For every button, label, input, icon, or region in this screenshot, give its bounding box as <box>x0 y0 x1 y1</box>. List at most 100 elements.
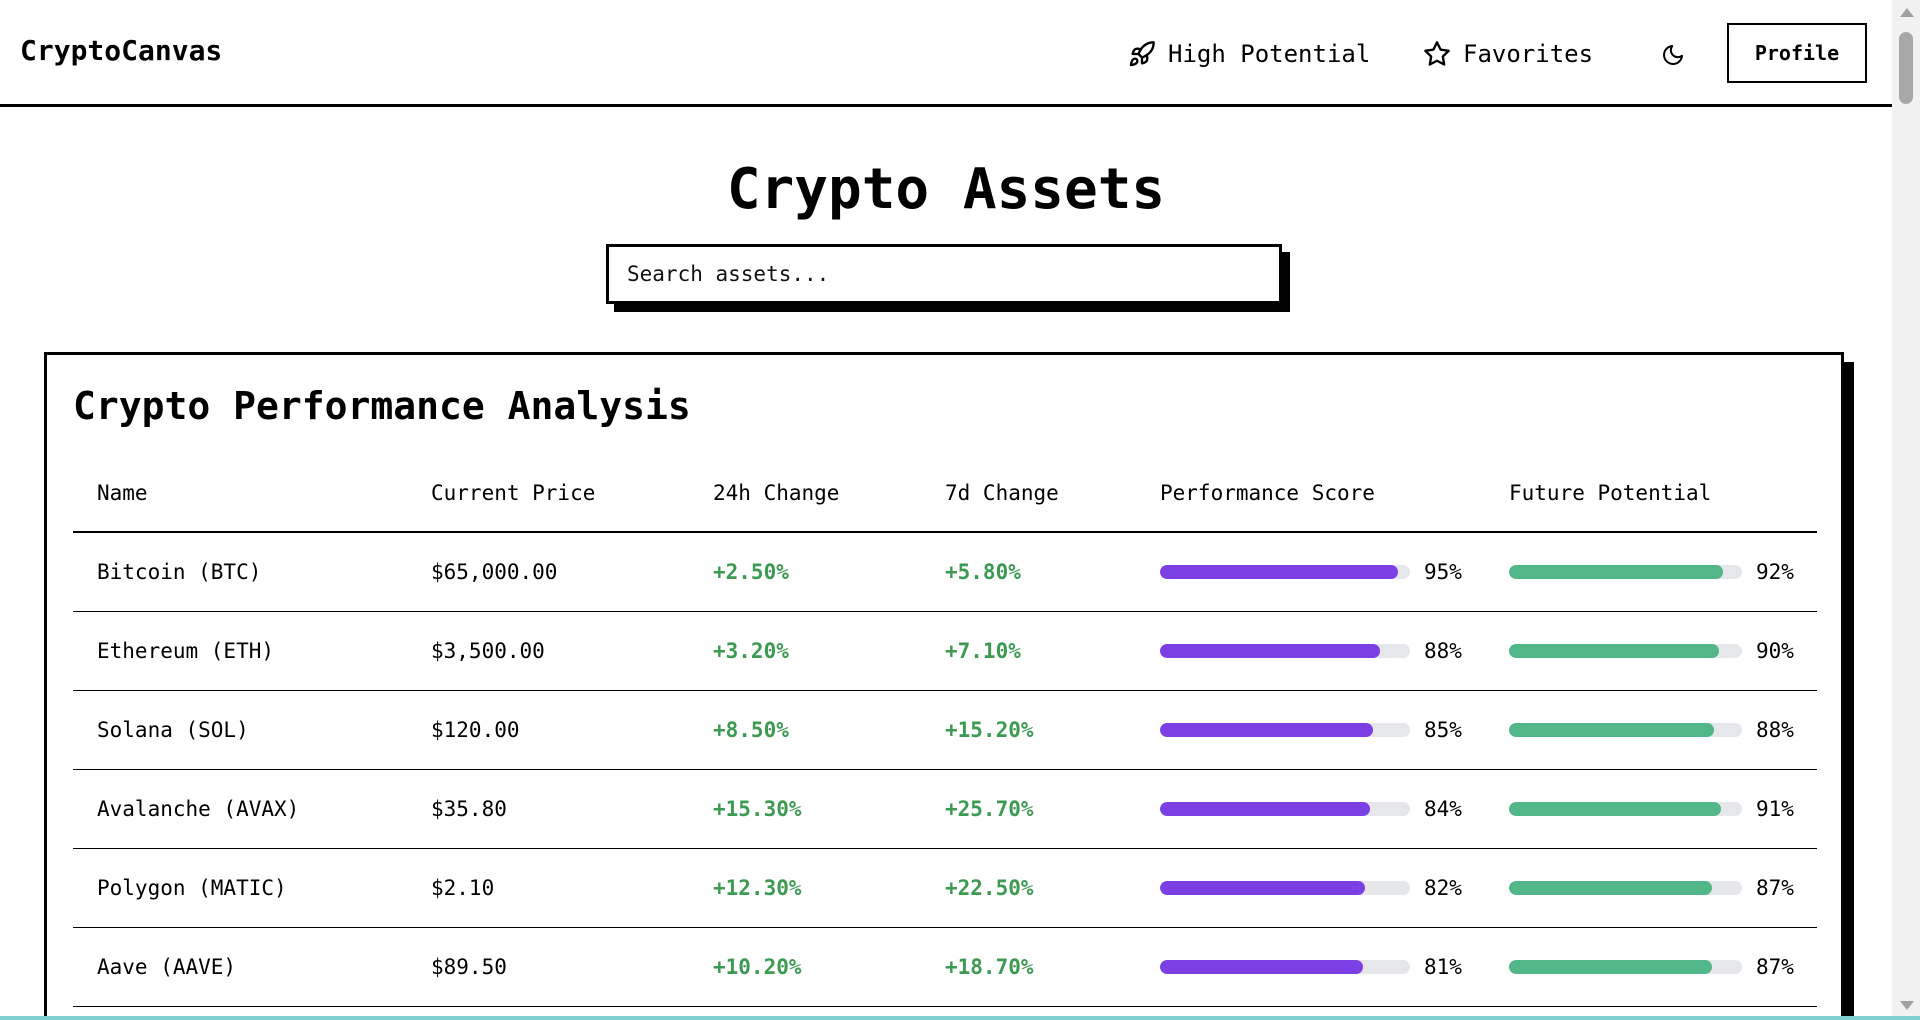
column-header-price[interactable]: Current Price <box>407 455 689 533</box>
theme-toggle-button[interactable] <box>1658 40 1688 70</box>
asset-change-24h: +10.20% <box>689 927 921 1007</box>
column-header-24h-change[interactable]: 24h Change <box>689 455 921 533</box>
column-header-future-potential[interactable]: Future Potential <box>1485 455 1817 533</box>
future-bar-track <box>1509 960 1742 974</box>
performance-bar-fill <box>1160 881 1365 895</box>
search-container <box>606 244 1290 312</box>
top-nav: CryptoCanvas High Potential Favorites <box>0 0 1892 107</box>
asset-change-7d: +5.80% <box>921 532 1136 612</box>
table-row[interactable]: Bitcoin (BTC) $65,000.00 +2.50% +5.80% 95% 92… <box>73 532 1817 612</box>
asset-change-7d: +7.10% <box>921 611 1136 691</box>
performance-score-value: 88% <box>1424 639 1462 663</box>
profile-button[interactable]: Profile <box>1727 23 1867 83</box>
performance-score-value: 81% <box>1424 955 1462 979</box>
scroll-up-arrow-icon[interactable] <box>1900 8 1914 17</box>
scrollbar-thumb[interactable] <box>1899 32 1913 104</box>
future-potential-cell: 88% <box>1485 690 1817 770</box>
performance-score-value: 84% <box>1424 797 1462 821</box>
brand-logo[interactable]: CryptoCanvas <box>20 34 223 67</box>
asset-price: $89.50 <box>407 927 689 1007</box>
asset-price: $3,500.00 <box>407 611 689 691</box>
performance-bar-track <box>1160 723 1410 737</box>
future-bar-fill <box>1509 802 1722 816</box>
future-bar-track <box>1509 802 1742 816</box>
asset-price: $65,000.00 <box>407 532 689 612</box>
nav-favorites[interactable]: Favorites <box>1423 36 1593 72</box>
asset-price: $120.00 <box>407 690 689 770</box>
performance-score-cell: 88% <box>1136 611 1485 691</box>
nav-high-potential[interactable]: High Potential <box>1128 36 1370 72</box>
asset-change-7d: +18.70% <box>921 927 1136 1007</box>
asset-change-7d: +15.20% <box>921 690 1136 770</box>
rocket-icon <box>1129 41 1155 67</box>
performance-score-value: 85% <box>1424 718 1462 742</box>
asset-name: Polygon (MATIC) <box>73 848 407 928</box>
future-potential-value: 87% <box>1756 955 1794 979</box>
future-potential-cell: 90% <box>1485 611 1817 691</box>
performance-score-value: 95% <box>1424 560 1462 584</box>
table-row[interactable]: Solana (SOL) $120.00 +8.50% +15.20% 85% 88% <box>73 690 1817 770</box>
future-potential-cell: 87% <box>1485 927 1817 1007</box>
window-bottom-edge <box>0 1016 1920 1020</box>
future-potential-cell: 91% <box>1485 769 1817 849</box>
future-potential-value: 92% <box>1756 560 1794 584</box>
performance-bar-track <box>1160 960 1410 974</box>
page-title: Crypto Assets <box>726 157 1166 222</box>
asset-change-24h: +2.50% <box>689 532 921 612</box>
performance-card: Crypto Performance Analysis Name Current… <box>44 352 1844 1020</box>
search-input[interactable] <box>606 244 1282 304</box>
vertical-scrollbar[interactable] <box>1892 0 1920 1020</box>
performance-bar-track <box>1160 565 1410 579</box>
nav-favorites-label: Favorites <box>1463 40 1594 68</box>
column-header-7d-change[interactable]: 7d Change <box>921 455 1136 533</box>
future-potential-cell: 92% <box>1485 532 1817 612</box>
card-title: Crypto Performance Analysis <box>73 384 691 428</box>
asset-name: Solana (SOL) <box>73 690 407 770</box>
future-bar-fill <box>1509 881 1712 895</box>
asset-name: Ethereum (ETH) <box>73 611 407 691</box>
future-bar-fill <box>1509 644 1719 658</box>
performance-score-cell: 95% <box>1136 532 1485 612</box>
table-row[interactable]: Polygon (MATIC) $2.10 +12.30% +22.50% 82% 87% <box>73 848 1817 928</box>
asset-change-7d: +22.50% <box>921 848 1136 928</box>
table-header-row: Name Current Price 24h Change 7d Change … <box>73 455 1817 533</box>
future-potential-value: 88% <box>1756 718 1794 742</box>
table-row[interactable]: Ethereum (ETH) $3,500.00 +3.20% +7.10% 88% 90… <box>73 611 1817 691</box>
asset-change-24h: +3.20% <box>689 611 921 691</box>
future-bar-fill <box>1509 723 1715 737</box>
future-bar-track <box>1509 723 1742 737</box>
star-icon <box>1424 41 1450 66</box>
performance-bar-fill <box>1160 802 1370 816</box>
future-bar-track <box>1509 881 1742 895</box>
scroll-down-arrow-icon[interactable] <box>1900 1001 1914 1010</box>
asset-price: $2.10 <box>407 848 689 928</box>
performance-bar-fill <box>1160 960 1363 974</box>
performance-score-cell: 81% <box>1136 927 1485 1007</box>
column-header-performance-score[interactable]: Performance Score <box>1136 455 1485 533</box>
performance-bar-fill <box>1160 644 1380 658</box>
table-body: Bitcoin (BTC) $65,000.00 +2.50% +5.80% 95% 92… <box>73 532 1817 1007</box>
asset-change-7d: +25.70% <box>921 769 1136 849</box>
performance-bar-fill <box>1160 723 1373 737</box>
future-bar-fill <box>1509 960 1712 974</box>
future-potential-cell: 87% <box>1485 848 1817 928</box>
table-row[interactable]: Aave (AAVE) $89.50 +10.20% +18.70% 81% 87% <box>73 927 1817 1007</box>
future-potential-value: 87% <box>1756 876 1794 900</box>
asset-name: Bitcoin (BTC) <box>73 532 407 612</box>
performance-bar-track <box>1160 802 1410 816</box>
performance-score-cell: 82% <box>1136 848 1485 928</box>
moon-icon <box>1663 45 1683 65</box>
future-potential-value: 91% <box>1756 797 1794 821</box>
future-potential-value: 90% <box>1756 639 1794 663</box>
asset-price: $35.80 <box>407 769 689 849</box>
asset-change-24h: +12.30% <box>689 848 921 928</box>
performance-score-cell: 85% <box>1136 690 1485 770</box>
performance-bar-track <box>1160 644 1410 658</box>
asset-change-24h: +15.30% <box>689 769 921 849</box>
future-bar-track <box>1509 565 1742 579</box>
table-row[interactable]: Avalanche (AVAX) $35.80 +15.30% +25.70% 84% 9… <box>73 769 1817 849</box>
future-bar-fill <box>1509 565 1724 579</box>
column-header-name[interactable]: Name <box>73 455 407 533</box>
